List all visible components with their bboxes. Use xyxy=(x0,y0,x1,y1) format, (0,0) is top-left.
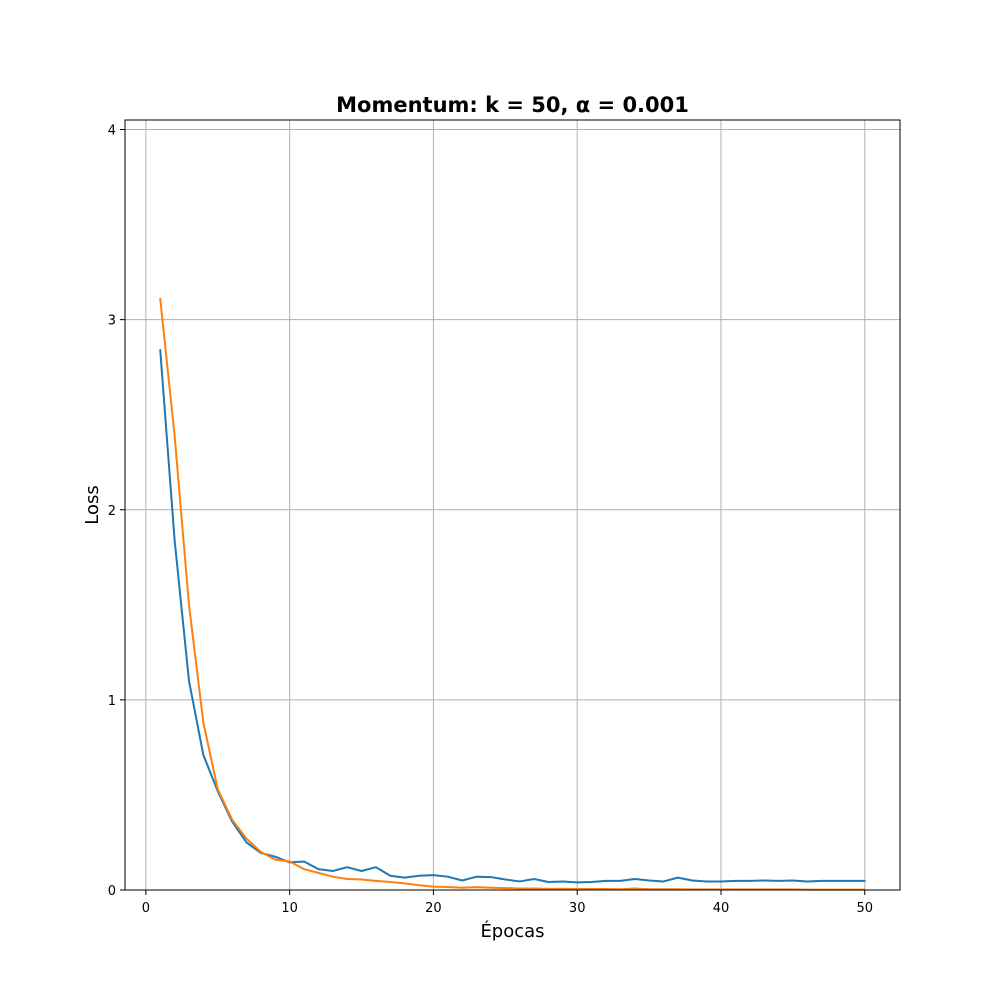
x-tick-label: 10 xyxy=(281,901,298,916)
x-tick-label: 50 xyxy=(856,901,873,916)
plot-area-frame xyxy=(124,119,901,891)
series-line-2 xyxy=(159,297,866,891)
y-tick-label: 2 xyxy=(108,504,116,519)
x-tick-label: 20 xyxy=(425,901,442,916)
x-axis-label: Épocas xyxy=(480,920,544,942)
y-tick-label: 1 xyxy=(108,694,116,709)
x-tick-label: 0 xyxy=(142,901,150,916)
y-tick-label: 0 xyxy=(108,884,116,899)
y-tick-label: 4 xyxy=(108,124,116,139)
grid xyxy=(125,120,900,891)
x-tick-label: 30 xyxy=(569,901,586,916)
series-line-1 xyxy=(159,349,866,884)
y-tick-label: 3 xyxy=(108,314,116,329)
chart-title: Momentum: k = 50, α = 0.001 xyxy=(336,93,689,117)
series-lines xyxy=(159,297,866,891)
axis-ticks: 0 10 20 30 40 50 0 1 2 3 4 xyxy=(108,124,873,916)
x-tick-label: 40 xyxy=(713,901,730,916)
y-axis-label: Loss xyxy=(82,485,103,524)
